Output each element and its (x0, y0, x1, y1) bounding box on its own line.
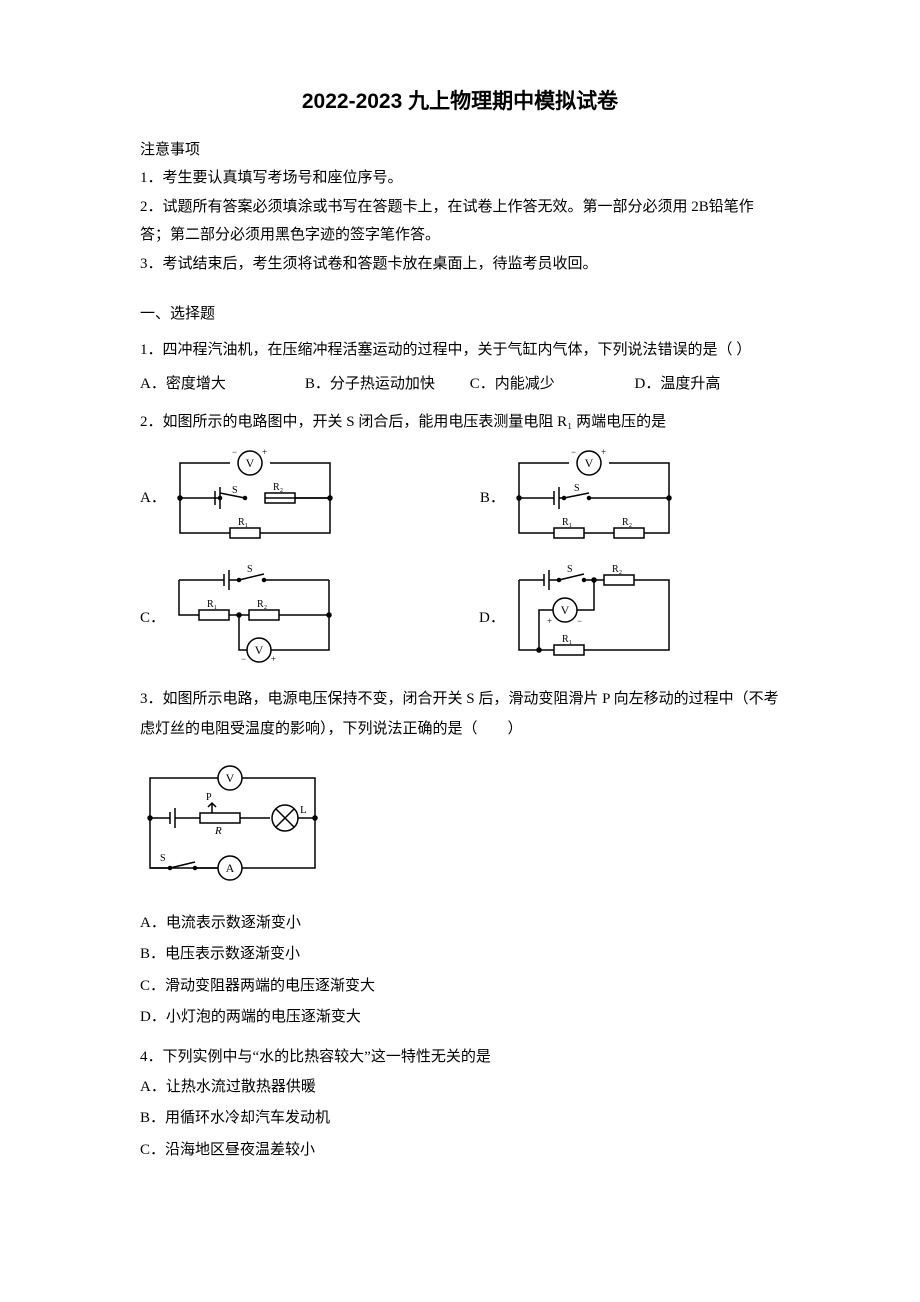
question-3-text: 3．如图所示电路，电源电压保持不变，闭合开关 S 后，滑动变阻滑片 P 向左移动… (140, 684, 780, 744)
q4-option-c: C．沿海地区昼夜温差较小 (140, 1135, 780, 1167)
svg-text:+: + (262, 447, 267, 457)
question-2-text: 2．如图所示的电路图中，开关 S 闭合后，能用电压表测量电阻 R₁ 两端电压的是 (140, 407, 780, 437)
svg-text:−: − (571, 447, 576, 457)
q3-circuit: V P R L S (140, 758, 780, 894)
svg-text:L: L (300, 804, 307, 816)
svg-text:V: V (561, 603, 570, 617)
svg-text:−: − (577, 616, 582, 626)
q3-option-b: B．电压表示数逐渐变小 (140, 939, 780, 971)
q2-circuit-b: V − + S R₁ (509, 443, 679, 554)
svg-text:S: S (247, 564, 253, 575)
q3-option-a: A．电流表示数逐渐变小 (140, 908, 780, 940)
q2-label-d: D． (479, 603, 505, 633)
svg-text:V: V (246, 456, 255, 470)
svg-text:S: S (160, 853, 166, 864)
q4-option-b: B．用循环水冷却汽车发动机 (140, 1103, 780, 1135)
question-4: 4．下列实例中与“水的比热容较大”这一特性无关的是 A．让热水流过散热器供暖 B… (140, 1042, 780, 1167)
q3-option-d: D．小灯泡的两端的电压逐渐变大 (140, 1002, 780, 1034)
q2-group-c: C． S (140, 560, 339, 676)
q2-circuit-d: S R₂ V + − R₁ (509, 560, 679, 676)
q2-row-2: C． S (140, 560, 780, 676)
q3-option-c: C．滑动变阻器两端的电压逐渐变大 (140, 971, 780, 1003)
svg-text:+: + (601, 447, 606, 457)
notice-item-2: 2．试题所有答案必须填涂或书写在答题卡上，在试卷上作答无效。第一部分必须用 2B… (140, 193, 780, 250)
q1-option-a: A．密度增大 (140, 369, 305, 399)
svg-text:R₂: R₂ (622, 517, 632, 528)
q2-label-c: C． (140, 603, 165, 633)
notice-item-1: 1．考生要认真填写考场号和座位序号。 (140, 164, 780, 193)
q4-options: A．让热水流过散热器供暖 B．用循环水冷却汽车发动机 C．沿海地区昼夜温差较小 (140, 1072, 780, 1167)
section-1-header: 一、选择题 (140, 300, 780, 329)
svg-text:R₁: R₁ (562, 634, 572, 645)
svg-text:R₂: R₂ (257, 599, 267, 610)
q2-group-d: D． S R (479, 560, 679, 676)
svg-text:R₂: R₂ (273, 482, 283, 493)
svg-text:−: − (232, 447, 237, 457)
question-1: 1．四冲程汽油机，在压缩冲程活塞运动的过程中，关于气缸内气体，下列说法错误的是（… (140, 335, 780, 399)
q2-group-b: B． V − + (480, 443, 679, 554)
svg-text:S: S (567, 564, 573, 575)
question-2: 2．如图所示的电路图中，开关 S 闭合后，能用电压表测量电阻 R₁ 两端电压的是… (140, 407, 780, 676)
svg-text:R₁: R₁ (207, 599, 217, 610)
svg-text:S: S (574, 483, 580, 494)
svg-text:R₂: R₂ (612, 564, 622, 575)
q2-group-a: A． V − + S (140, 443, 340, 554)
question-1-text: 1．四冲程汽油机，在压缩冲程活塞运动的过程中，关于气缸内气体，下列说法错误的是（… (140, 335, 780, 365)
q2-circuit-c: S R₁ R₂ V − (169, 560, 339, 676)
question-3: 3．如图所示电路，电源电压保持不变，闭合开关 S 后，滑动变阻滑片 P 向左移动… (140, 684, 780, 1034)
svg-text:S: S (232, 485, 238, 496)
svg-text:V: V (226, 771, 235, 785)
svg-text:+: + (271, 654, 276, 664)
svg-text:V: V (585, 456, 594, 470)
notice-label: 注意事项 (140, 136, 780, 165)
q4-option-a: A．让热水流过散热器供暖 (140, 1072, 780, 1104)
svg-text:+: + (547, 616, 552, 626)
svg-text:A: A (226, 861, 235, 875)
svg-text:R: R (214, 825, 222, 837)
svg-text:V: V (255, 643, 264, 657)
page-title: 2022-2023 九上物理期中模拟试卷 (140, 82, 780, 122)
notice-item-3: 3．考试结束后，考生须将试卷和答题卡放在桌面上，待监考员收回。 (140, 250, 780, 279)
q2-row-1: A． V − + S (140, 443, 780, 554)
q1-option-d: D．温度升高 (635, 369, 780, 399)
question-1-options: A．密度增大 B．分子热运动加快 C．内能减少 D．温度升高 (140, 369, 780, 399)
q2-circuit-a: V − + S R₂ (170, 443, 340, 554)
svg-text:P: P (206, 792, 212, 803)
q1-option-c: C．内能减少 (470, 369, 635, 399)
svg-text:R₁: R₁ (562, 517, 572, 528)
q2-label-b: B． (480, 483, 505, 513)
q2-label-a: A． (140, 483, 166, 513)
q3-options: A．电流表示数逐渐变小 B．电压表示数逐渐变小 C．滑动变阻器两端的电压逐渐变大… (140, 908, 780, 1034)
question-4-text: 4．下列实例中与“水的比热容较大”这一特性无关的是 (140, 1042, 780, 1072)
svg-text:R₁: R₁ (238, 517, 248, 528)
svg-text:−: − (241, 654, 246, 664)
q1-option-b: B．分子热运动加快 (305, 369, 470, 399)
